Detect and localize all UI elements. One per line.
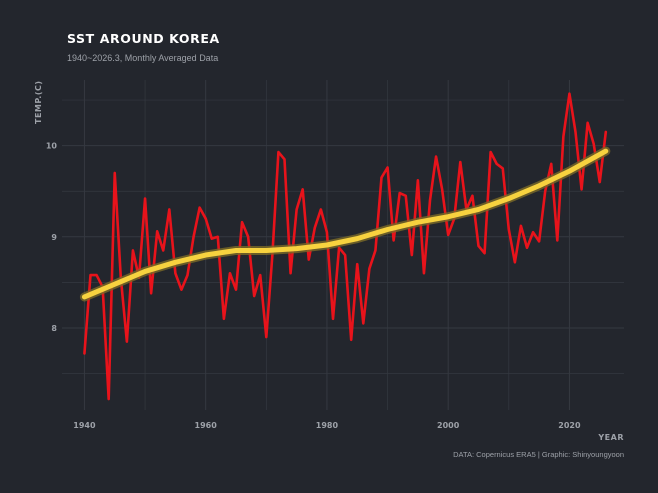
y-tick-label-10: 10 bbox=[46, 142, 58, 151]
data-source-caption: DATA: Copernicus ERA5 | Graphic: Shinyou… bbox=[453, 450, 624, 459]
y-tick-label-9: 9 bbox=[51, 233, 57, 242]
x-tick-label-2000: 2000 bbox=[437, 421, 460, 430]
axis-ticks: 1940 1960 1980 2000 2020 8 9 10 bbox=[46, 142, 581, 430]
trend-line-glow bbox=[79, 146, 611, 302]
chart-title: SST AROUND KOREA bbox=[67, 31, 220, 46]
trend-line bbox=[81, 148, 609, 300]
grid-lines bbox=[62, 80, 624, 410]
y-axis-label: TEMP.(C) bbox=[34, 81, 43, 125]
annual-sst-line bbox=[83, 92, 608, 401]
series-lines bbox=[79, 92, 611, 401]
chart-subtitle: 1940~2026.3, Monthly Averaged Data bbox=[67, 53, 219, 63]
x-tick-label-1980: 1980 bbox=[316, 421, 339, 430]
x-tick-label-1960: 1960 bbox=[195, 421, 218, 430]
x-tick-label-2020: 2020 bbox=[558, 421, 581, 430]
x-axis-label: YEAR bbox=[597, 433, 624, 442]
x-tick-label-1940: 1940 bbox=[73, 421, 96, 430]
y-tick-label-8: 8 bbox=[51, 324, 57, 333]
